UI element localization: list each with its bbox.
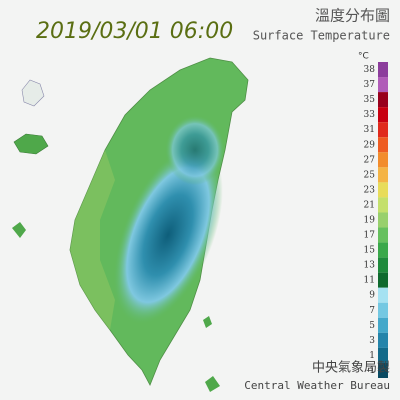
legend-swatch (378, 197, 388, 213)
legend-label: 11 (364, 276, 375, 286)
legend-swatch (378, 362, 388, 378)
legend-label: 31 (364, 125, 375, 135)
legend-swatch (378, 332, 388, 348)
legend-unit: °C (358, 52, 369, 62)
legend-label: 38 (364, 65, 376, 75)
legend-swatch (378, 272, 388, 288)
legend-swatch (378, 62, 388, 78)
legend-swatch (378, 227, 388, 243)
legend-label: 23 (364, 185, 376, 195)
legend-swatch (378, 287, 388, 303)
legend-swatch (378, 182, 388, 198)
legend-label: 19 (364, 216, 376, 226)
credit-en: Central Weather Bureau (244, 379, 390, 392)
legend-swatch (378, 257, 388, 273)
legend-label: 15 (364, 246, 376, 256)
legend-label: 17 (364, 231, 376, 241)
small-island (205, 376, 220, 392)
legend-swatch (378, 122, 388, 138)
legend-swatch (378, 302, 388, 318)
legend-swatch (378, 77, 388, 93)
title-zh: 溫度分布圖 (315, 7, 390, 25)
legend-swatch (378, 92, 388, 108)
legend-label: 35 (364, 95, 376, 105)
legend-label: 33 (364, 110, 376, 120)
legend-label: 9 (369, 291, 375, 301)
timestamp: 2019/03/01 06:00 (36, 19, 233, 44)
legend-swatch (378, 167, 388, 183)
legend-label: 13 (364, 261, 376, 271)
legend-swatch (378, 242, 388, 258)
legend-swatch (378, 347, 388, 363)
legend-label: 5 (369, 321, 375, 331)
legend-swatch (378, 137, 388, 153)
legend-label: 3 (369, 336, 375, 346)
mountain-region (165, 115, 225, 185)
small-island (12, 222, 26, 238)
legend-label: -1 (366, 366, 375, 376)
legend-label: 1 (369, 351, 375, 361)
mountain-region (113, 145, 223, 325)
penghu-island (21, 79, 45, 107)
kinmen-island (13, 133, 49, 155)
legend-swatch (378, 152, 388, 168)
legend-label: 29 (364, 140, 376, 150)
legend-label: 7 (369, 306, 375, 316)
legend-swatch (378, 317, 388, 333)
legend-swatch (378, 107, 388, 123)
small-island (203, 316, 212, 328)
west-plain (70, 150, 115, 330)
title-en: Surface Temperature (253, 29, 390, 43)
credit-zh: 中央氣象局製 (312, 361, 390, 376)
legend-label: 27 (364, 155, 376, 165)
legend-label: 25 (364, 170, 376, 180)
legend-label: 21 (364, 200, 375, 210)
legend-swatch (378, 212, 388, 228)
legend-label: 37 (364, 80, 376, 90)
